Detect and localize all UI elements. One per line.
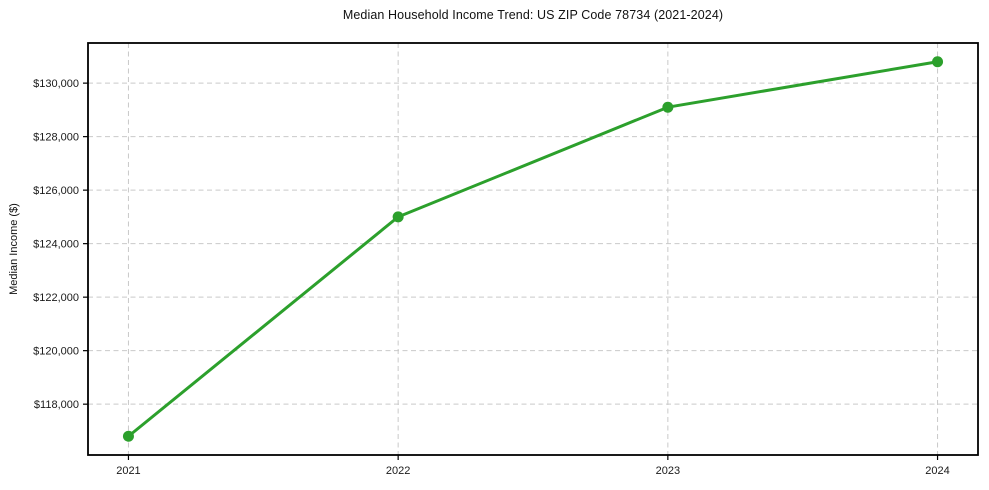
x-tick-label: 2023 [656,465,680,477]
x-tick-label: 2024 [925,465,949,477]
plot-border [87,42,979,456]
y-tick-label: $130,000 [33,78,79,90]
data-point [932,56,944,68]
y-tick-label: $124,000 [33,239,79,251]
chart-title: Median Household Income Trend: US ZIP Co… [342,8,724,22]
data-point [122,430,134,442]
data-point [392,211,404,223]
series-line [126,60,940,438]
y-tick-label: $122,000 [33,292,79,304]
y-tick-label: $128,000 [33,132,79,144]
y-tick-label: $120,000 [33,346,79,358]
y-tick-label: $118,000 [34,399,79,411]
x-tick-label: 2021 [116,465,140,477]
y-tick-label: $126,000 [33,185,79,197]
x-tick-label: 2022 [386,465,410,477]
data-point [662,101,674,113]
